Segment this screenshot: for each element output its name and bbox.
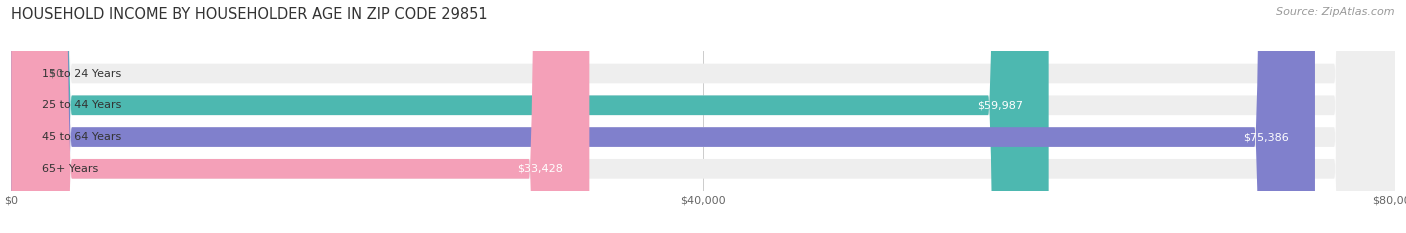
FancyBboxPatch shape (11, 0, 1395, 233)
Text: $75,386: $75,386 (1243, 132, 1289, 142)
FancyBboxPatch shape (11, 0, 1315, 233)
Text: $0: $0 (42, 69, 63, 79)
FancyBboxPatch shape (11, 0, 1049, 233)
Text: HOUSEHOLD INCOME BY HOUSEHOLDER AGE IN ZIP CODE 29851: HOUSEHOLD INCOME BY HOUSEHOLDER AGE IN Z… (11, 7, 488, 22)
FancyBboxPatch shape (11, 0, 589, 233)
Text: 65+ Years: 65+ Years (42, 164, 98, 174)
Text: 15 to 24 Years: 15 to 24 Years (42, 69, 122, 79)
Text: 45 to 64 Years: 45 to 64 Years (42, 132, 122, 142)
FancyBboxPatch shape (11, 0, 1395, 233)
Text: Source: ZipAtlas.com: Source: ZipAtlas.com (1277, 7, 1395, 17)
Text: $33,428: $33,428 (517, 164, 564, 174)
FancyBboxPatch shape (11, 0, 1395, 233)
Text: 25 to 44 Years: 25 to 44 Years (42, 100, 122, 110)
FancyBboxPatch shape (11, 0, 1395, 233)
Text: $59,987: $59,987 (977, 100, 1022, 110)
